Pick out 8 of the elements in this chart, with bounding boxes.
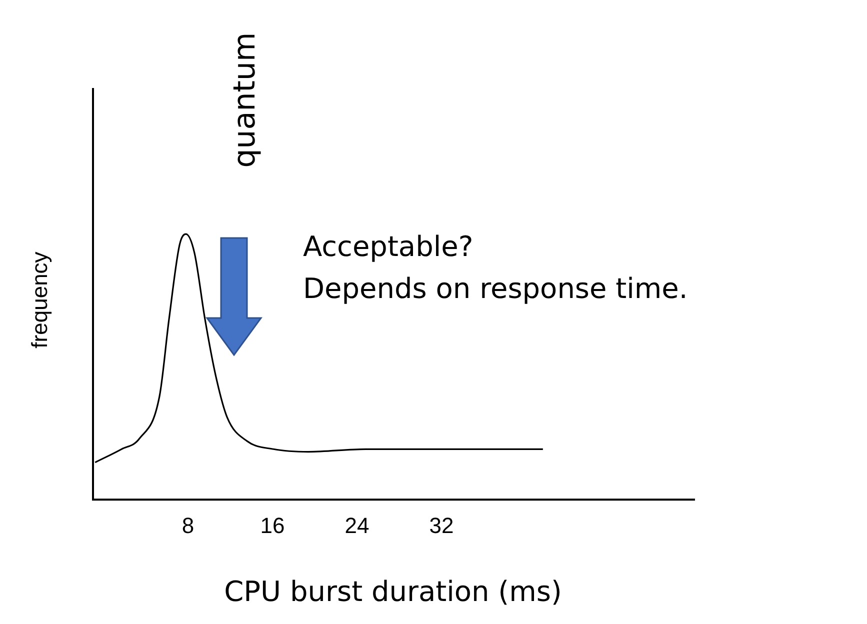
text: quantum <box>228 32 262 168</box>
x-tick-label: 32 <box>429 512 454 538</box>
x-axis-title: CPU burst duration (ms) <box>224 575 562 608</box>
x-tick-label: 16 <box>260 512 285 538</box>
y-axis-title: frequency <box>27 252 53 348</box>
x-tick-label: 24 <box>344 512 370 538</box>
annotation: Acceptable? Depends on response time. <box>303 229 688 307</box>
x-tick-label: 8 <box>182 512 194 538</box>
